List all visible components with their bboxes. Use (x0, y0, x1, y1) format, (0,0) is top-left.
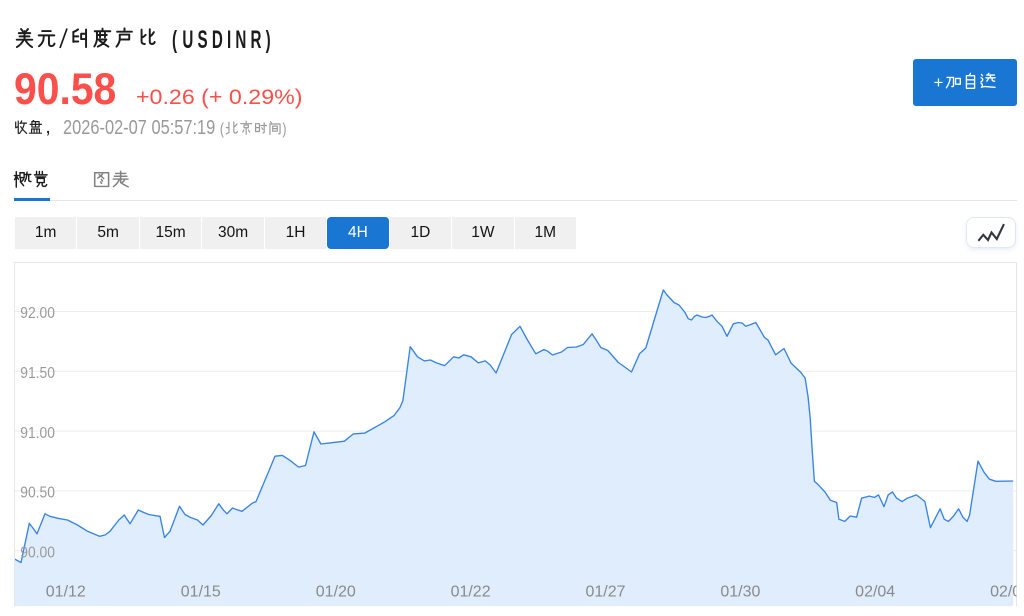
svg-text:91.00: 91.00 (20, 425, 55, 442)
svg-text:90.00: 90.00 (20, 544, 55, 561)
svg-text:01/20: 01/20 (316, 584, 356, 601)
svg-text:02/09: 02/09 (990, 584, 1017, 601)
svg-text:01/30: 01/30 (720, 584, 760, 601)
svg-text:02/04: 02/04 (855, 584, 895, 601)
svg-text:91.50: 91.50 (20, 365, 55, 382)
svg-text:01/15: 01/15 (181, 584, 221, 601)
svg-text:90.50: 90.50 (20, 485, 55, 502)
svg-text:01/12: 01/12 (46, 584, 86, 601)
svg-text:92.00: 92.00 (20, 305, 55, 322)
svg-text:01/27: 01/27 (586, 584, 626, 601)
svg-text:01/22: 01/22 (451, 584, 491, 601)
